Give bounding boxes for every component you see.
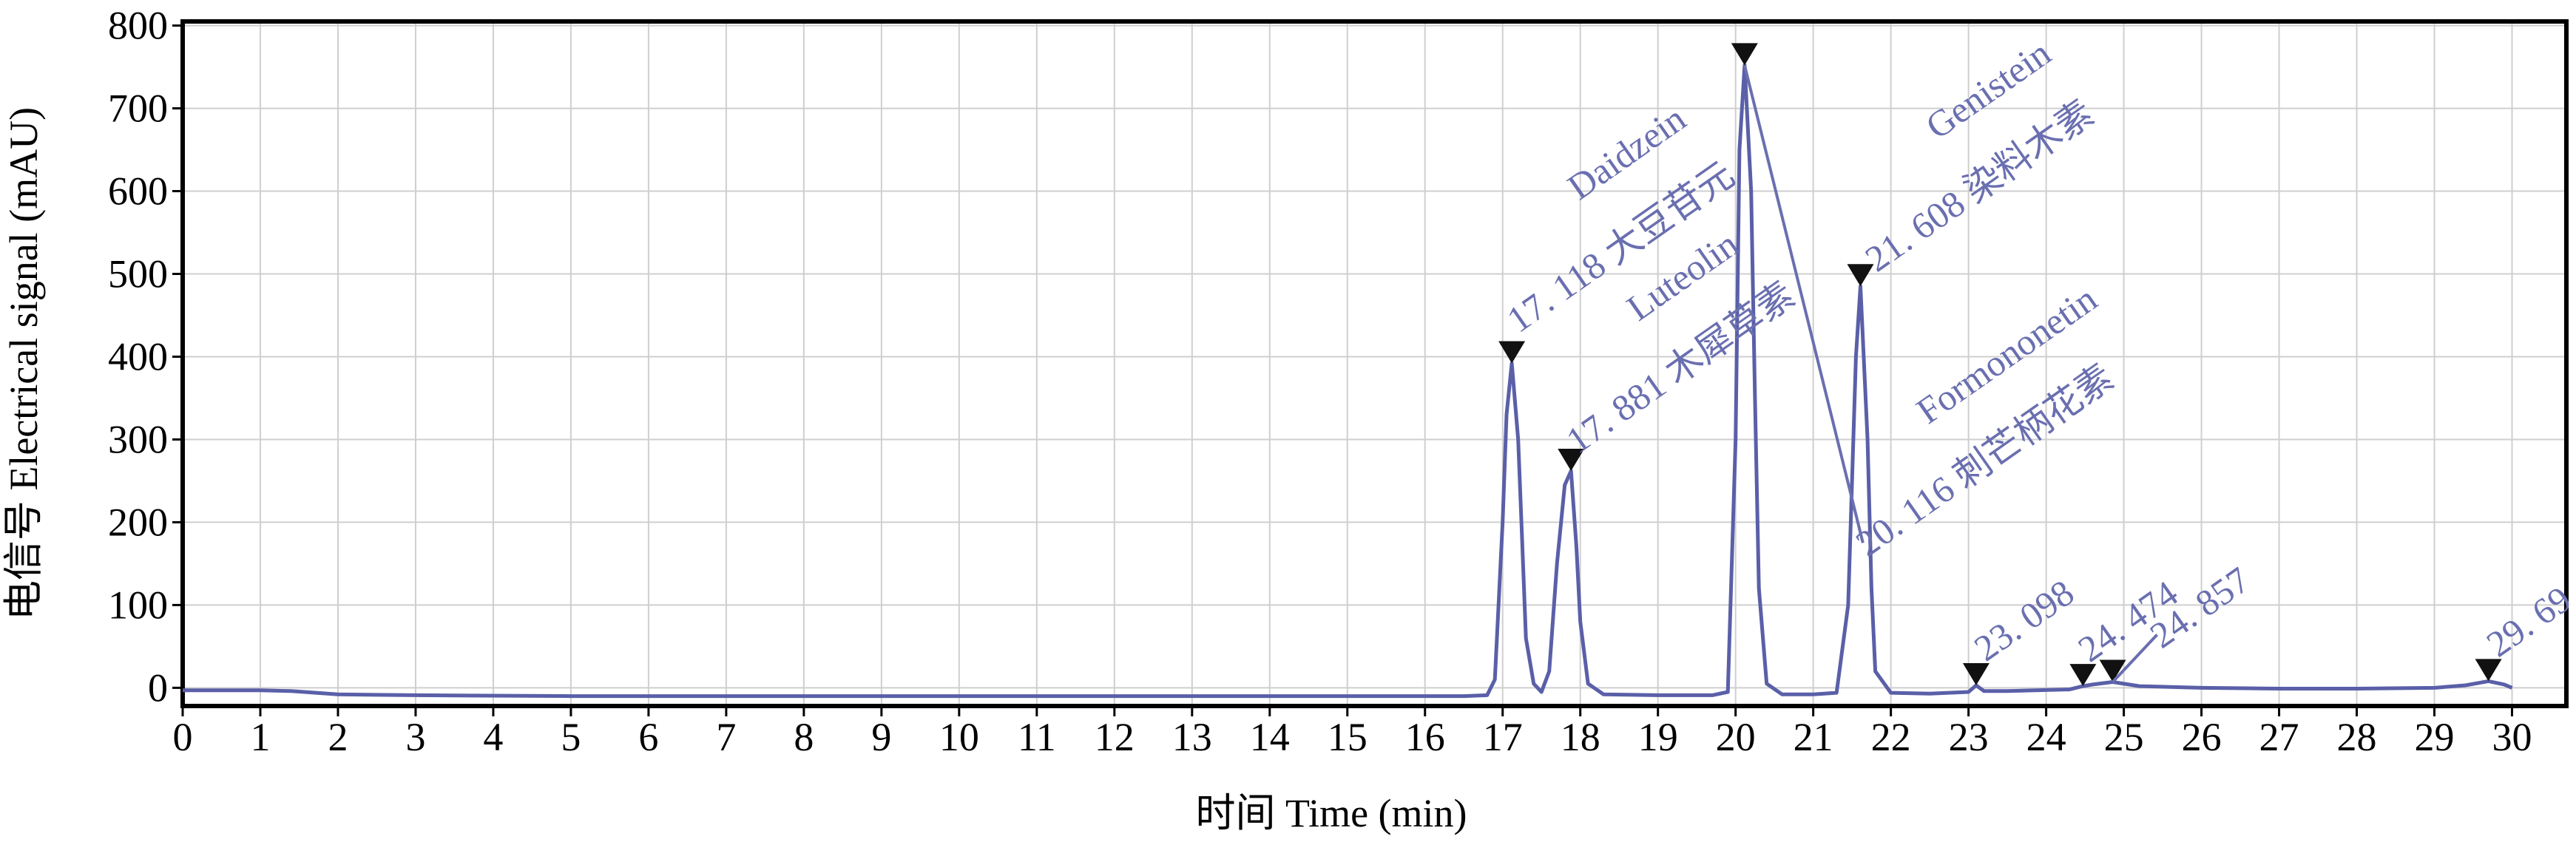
peak-label: 29. 69 xyxy=(2479,578,2576,665)
x-tick-label: 29 xyxy=(2415,715,2455,759)
y-tick-label: 100 xyxy=(108,583,168,627)
x-tick-label: 14 xyxy=(1250,715,1290,759)
peak-marker xyxy=(2475,659,2502,682)
x-tick-label: 27 xyxy=(2259,715,2299,759)
x-tick-label: 13 xyxy=(1172,715,1212,759)
x-axis-label: 时间 Time (min) xyxy=(1195,791,1467,835)
x-tick-label: 15 xyxy=(1328,715,1368,759)
x-tick-label: 3 xyxy=(405,715,425,759)
y-axis-label: 电信号 Electrical signal (mAU) xyxy=(1,107,46,620)
y-tick-label: 0 xyxy=(148,665,168,710)
x-tick-label: 16 xyxy=(1405,715,1445,759)
y-tick-label: 500 xyxy=(108,252,168,296)
x-tick-label: 10 xyxy=(939,715,979,759)
x-tick-label: 2 xyxy=(328,715,348,759)
y-tick-label: 800 xyxy=(108,4,168,48)
peak-marker xyxy=(1847,264,1874,287)
x-tick-label: 9 xyxy=(871,715,891,759)
peak-marker xyxy=(1731,43,1758,66)
x-tick-label: 4 xyxy=(483,715,503,759)
x-tick-label: 12 xyxy=(1095,715,1135,759)
y-tick-label: 700 xyxy=(108,86,168,131)
x-tick-label: 6 xyxy=(638,715,658,759)
peak-label: 23. 098 xyxy=(1967,571,2081,669)
x-tick-label: 21 xyxy=(1794,715,1833,759)
peak-annotation: 23. 098 xyxy=(1967,571,2081,669)
peak-marker xyxy=(1558,449,1585,472)
x-tick-label: 17 xyxy=(1483,715,1523,759)
x-tick-label: 8 xyxy=(794,715,814,759)
plot-frame xyxy=(180,19,2569,708)
x-tick-label: 18 xyxy=(1561,715,1600,759)
x-tick-label: 7 xyxy=(716,715,736,759)
x-tick-label: 1 xyxy=(250,715,270,759)
x-tick-label: 0 xyxy=(173,715,193,759)
x-tick-label: 23 xyxy=(1949,715,1989,759)
x-tick-label: 24 xyxy=(2026,715,2066,759)
x-tick-label: 19 xyxy=(1638,715,1678,759)
leader-line xyxy=(2112,634,2159,683)
chromatogram-line xyxy=(183,63,2513,699)
x-tick-label: 28 xyxy=(2337,715,2377,759)
x-tick-label: 22 xyxy=(1871,715,1911,759)
x-tick-label: 25 xyxy=(2104,715,2144,759)
peak-annotation: 29. 69 xyxy=(2479,578,2576,665)
y-tick-label: 200 xyxy=(108,500,168,544)
x-tick-label: 30 xyxy=(2492,715,2532,759)
x-tick-label: 5 xyxy=(561,715,581,759)
peak-marker xyxy=(1498,341,1526,364)
y-tick-label: 300 xyxy=(108,417,168,461)
y-tick-label: 400 xyxy=(108,334,168,379)
peak-marker xyxy=(2099,659,2126,682)
leader-line xyxy=(1742,64,1865,543)
peak-marker xyxy=(2069,664,2097,687)
x-tick-label: 20 xyxy=(1716,715,1756,759)
peak-marker xyxy=(1962,663,1990,686)
x-tick-label: 26 xyxy=(2182,715,2222,759)
x-tick-label: 11 xyxy=(1018,715,1056,759)
y-tick-label: 600 xyxy=(108,169,168,214)
